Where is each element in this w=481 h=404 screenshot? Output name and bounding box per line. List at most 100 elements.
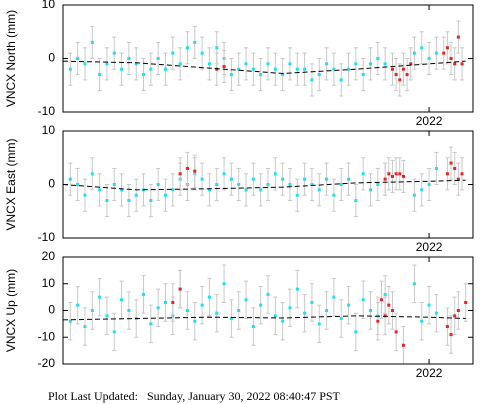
data-point	[273, 314, 277, 318]
data-point	[412, 51, 416, 55]
data-point	[222, 65, 226, 69]
data-point	[394, 172, 398, 176]
data-point	[90, 40, 94, 44]
data-point	[244, 62, 248, 66]
data-point	[390, 309, 394, 312]
data-point	[325, 177, 329, 181]
y-tick-label: 10	[42, 123, 56, 137]
data-point	[244, 188, 248, 192]
data-point	[295, 287, 299, 291]
trend-line	[62, 315, 466, 321]
data-point	[83, 193, 87, 197]
data-point	[127, 309, 131, 312]
data-point	[120, 188, 124, 192]
data-point	[339, 78, 343, 82]
data-point	[156, 306, 160, 310]
data-point	[310, 300, 314, 304]
data-point	[76, 303, 80, 307]
data-point	[464, 300, 468, 304]
y-axis-label: VNCX North (mm)	[4, 10, 18, 107]
data-point	[149, 199, 153, 203]
data-point	[398, 78, 402, 82]
data-point	[383, 62, 387, 66]
data-point	[90, 172, 94, 176]
data-point	[303, 67, 307, 71]
data-point	[325, 62, 329, 66]
data-point	[185, 309, 189, 312]
data-point	[266, 183, 270, 186]
data-point	[347, 67, 351, 71]
data-point	[361, 73, 365, 77]
data-point	[171, 51, 175, 55]
data-point	[171, 300, 175, 304]
data-point	[453, 166, 457, 170]
data-point	[142, 292, 146, 296]
data-point	[427, 303, 431, 307]
data-point	[460, 172, 464, 176]
data-point	[120, 298, 124, 302]
data-point	[164, 193, 167, 197]
data-point	[445, 172, 449, 176]
trend-line	[62, 179, 466, 191]
data-point	[259, 73, 263, 77]
plot-frame	[62, 256, 474, 365]
data-point	[361, 172, 365, 176]
data-point	[164, 67, 167, 71]
y-tick-label: -10	[38, 230, 56, 244]
data-point	[332, 295, 336, 299]
data-point	[376, 319, 380, 323]
data-point	[142, 73, 146, 77]
data-point	[332, 67, 336, 71]
data-point	[347, 303, 351, 307]
data-point	[207, 62, 211, 66]
data-point	[178, 62, 182, 66]
data-point	[354, 62, 358, 66]
data-point	[379, 298, 383, 302]
data-point	[369, 62, 372, 66]
data-point	[229, 73, 233, 77]
data-point	[127, 57, 131, 60]
data-point	[200, 177, 204, 181]
data-point	[178, 172, 182, 176]
data-point	[317, 188, 321, 192]
data-point	[207, 295, 211, 299]
data-point	[112, 330, 116, 334]
data-point	[376, 57, 380, 60]
data-point	[288, 62, 292, 66]
data-point	[98, 73, 102, 77]
data-point	[401, 343, 405, 347]
data-point	[390, 67, 394, 71]
data-point	[376, 183, 380, 186]
data-point	[339, 317, 343, 321]
data-point	[317, 322, 321, 326]
y-tick-label: 10	[42, 276, 56, 290]
data-point	[76, 183, 80, 186]
data-point	[434, 311, 438, 315]
data-point	[259, 303, 263, 307]
data-point	[456, 35, 460, 39]
data-point	[281, 319, 285, 323]
data-point	[295, 193, 299, 197]
x-tick-label: 2022	[416, 366, 443, 380]
data-point	[185, 166, 189, 170]
data-point	[244, 298, 248, 302]
data-point	[412, 193, 416, 197]
data-point	[310, 78, 314, 82]
data-point	[420, 319, 424, 323]
data-point	[369, 309, 372, 312]
data-point	[105, 199, 109, 203]
data-point	[398, 172, 402, 176]
data-point	[434, 51, 438, 55]
y-tick-label: 0	[48, 177, 55, 191]
data-point	[112, 183, 116, 186]
data-point	[134, 62, 138, 66]
data-point	[427, 57, 431, 60]
data-point	[332, 193, 336, 197]
plot-frame	[62, 130, 474, 239]
data-point	[193, 319, 197, 323]
data-point	[105, 62, 109, 66]
data-point	[317, 73, 321, 77]
data-point	[215, 46, 219, 50]
